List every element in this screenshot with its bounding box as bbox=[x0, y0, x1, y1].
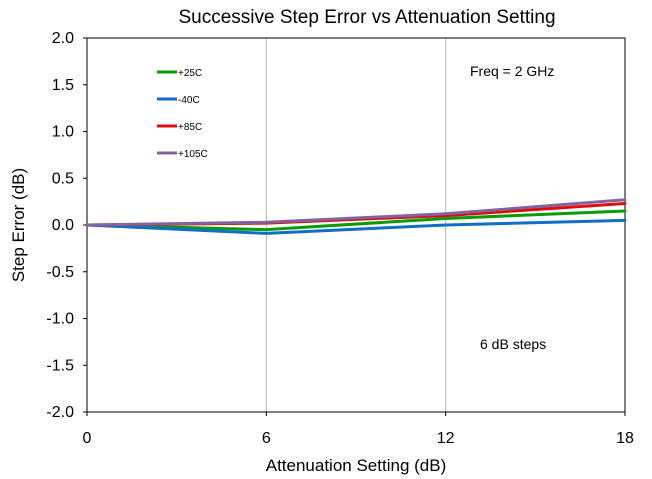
annotation-step-size: 6 dB steps bbox=[480, 336, 546, 352]
y-tick-label: 1.0 bbox=[52, 124, 74, 141]
y-axis-ticks: -2.0 -1.5 -1.0 -0.5 0.0 0.5 1.0 1.5 2.0 bbox=[46, 30, 87, 421]
legend-label: +105C bbox=[178, 149, 208, 160]
y-axis-label: Step Error (dB) bbox=[9, 168, 28, 282]
x-axis-ticks: 0 6 12 18 bbox=[83, 412, 634, 447]
legend-label: +85C bbox=[178, 122, 202, 133]
y-tick-label: 2.0 bbox=[52, 30, 74, 47]
x-tick-label: 0 bbox=[83, 430, 92, 447]
series-line bbox=[85, 218, 627, 235]
y-tick-label: -2.0 bbox=[46, 404, 74, 421]
x-tick-label: 18 bbox=[616, 430, 634, 447]
annotation-frequency: Freq = 2 GHz bbox=[470, 63, 554, 79]
series-line bbox=[85, 209, 627, 232]
legend-label: +25C bbox=[178, 68, 202, 79]
y-tick-label: -1.5 bbox=[46, 357, 74, 374]
x-tick-label: 6 bbox=[262, 430, 271, 447]
x-axis-label: Attenuation Setting (dB) bbox=[266, 456, 447, 475]
y-tick-label: -1.0 bbox=[46, 311, 74, 328]
legend: +25C -40C +85C +105C bbox=[157, 68, 208, 160]
series-line bbox=[85, 198, 627, 227]
y-tick-label: 0.0 bbox=[52, 217, 74, 234]
chart-title: Successive Step Error vs Attenuation Set… bbox=[178, 7, 555, 28]
legend-label: -40C bbox=[178, 95, 200, 106]
y-tick-label: 1.5 bbox=[52, 77, 74, 94]
x-tick-label: 12 bbox=[437, 430, 455, 447]
y-tick-label: 0.5 bbox=[52, 170, 74, 187]
y-tick-label: -0.5 bbox=[46, 264, 74, 281]
series-lines bbox=[85, 198, 627, 235]
